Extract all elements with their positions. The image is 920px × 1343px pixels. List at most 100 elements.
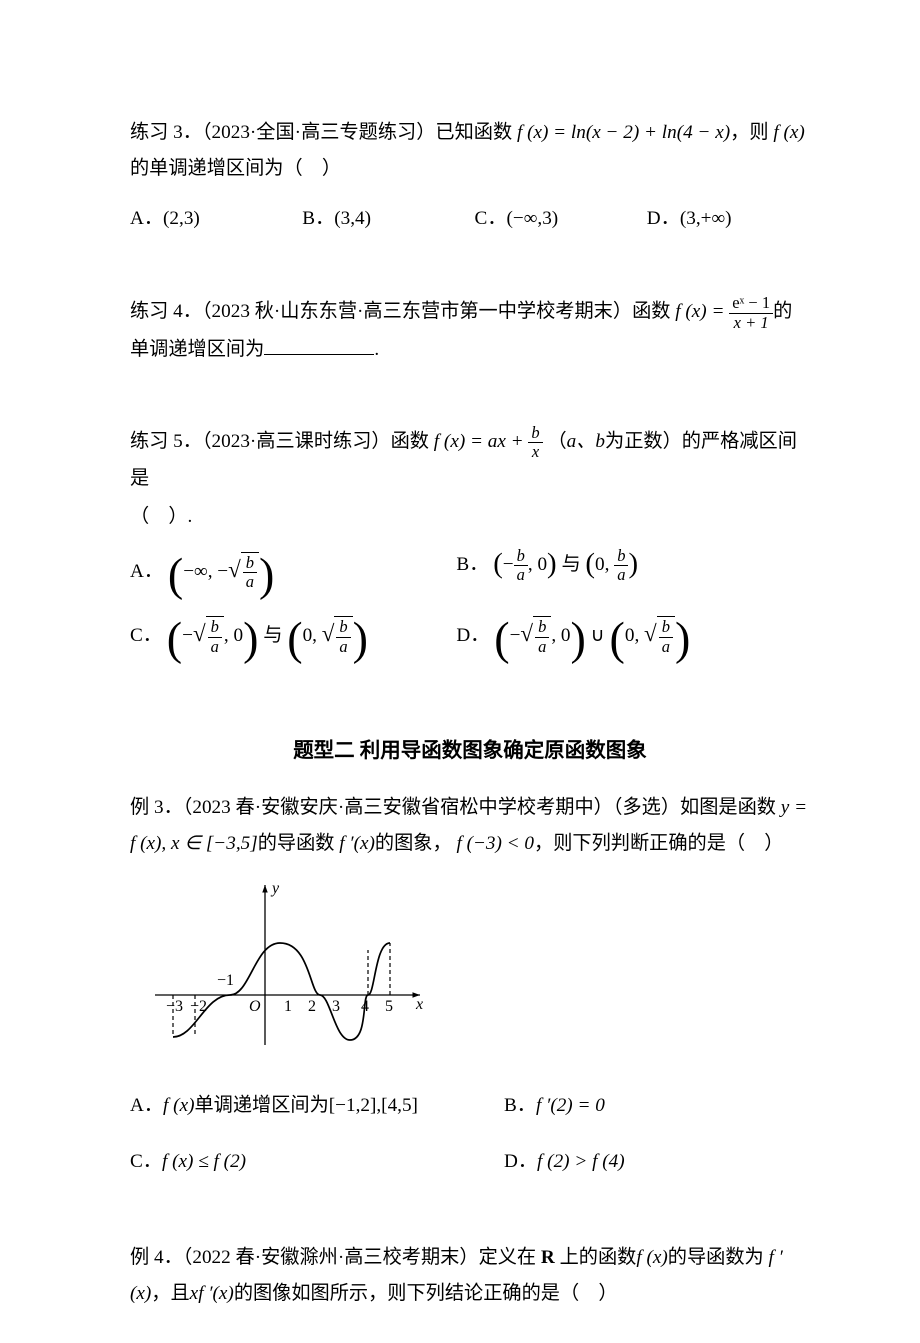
opt-value: − — [182, 625, 193, 646]
math-expr: f ′(x) — [339, 833, 375, 854]
problem-label: 练习 5． — [130, 431, 202, 452]
opt-label: B． — [302, 208, 334, 229]
option-D: D． (−ba, 0) ∪ (0, ba) — [456, 610, 782, 656]
opt-label: C． — [130, 625, 162, 646]
opt-label: A． — [130, 561, 163, 582]
stem-text: 上的函数 — [560, 1247, 637, 1268]
lparen-icon: ( — [167, 613, 182, 664]
opt-value: 0, — [595, 554, 614, 575]
sqrt-expr: ba — [322, 610, 353, 656]
opt-value: (3,4) — [334, 208, 371, 229]
stem-text: 的导函数为 — [668, 1247, 764, 1268]
sqrt-expr: ba — [520, 610, 551, 656]
union-symbol: ∪ — [591, 625, 610, 646]
stem-text: 已知函数 — [435, 122, 512, 143]
stem-text: . — [374, 339, 379, 360]
math-expr: f (x) = — [675, 301, 729, 322]
section-title: 题型二 利用导函数图象确定原函数图象 — [130, 731, 810, 772]
options-grid: A． (−∞, −ba) B． (−ba, 0) 与 (0, ba) C． (−… — [130, 546, 810, 674]
fraction: ba — [514, 547, 528, 584]
frac-num: eˣ − 1 — [729, 294, 773, 313]
lparen-icon: ( — [585, 548, 595, 580]
math-expr: f (x) — [773, 122, 804, 143]
stem-text: （ — [547, 431, 566, 452]
lparen-icon: ( — [494, 613, 509, 664]
option-A: A．(2,3) — [130, 200, 293, 238]
problem-label: 练习 4． — [130, 301, 202, 322]
option-C: C．(−∞,3) — [475, 200, 638, 238]
lparen-icon: ( — [610, 613, 625, 664]
conj-text: 与 — [561, 554, 580, 575]
opt-value: (−∞,3) — [507, 208, 559, 229]
option-A: A．f (x)单调递增区间为[−1,2],[4,5] — [130, 1087, 504, 1125]
lparen-icon: ( — [493, 548, 503, 580]
opt-value: , 0 — [224, 625, 243, 646]
example-3: 例 3．（2023 春·安徽安庆·高三安徽省宿松中学校考期中）（多选）如图是函数… — [130, 790, 810, 1200]
opt-label: A． — [130, 1095, 163, 1116]
sqrt-expr: ba — [644, 610, 675, 656]
rparen-icon: ) — [547, 548, 557, 580]
stem-text: 的导函数 — [258, 833, 335, 854]
svg-text:1: 1 — [284, 998, 292, 1015]
options-grid: A．f (x)单调递增区间为[−1,2],[4,5] B．f ′(2) = 0 … — [130, 1087, 810, 1200]
opt-label: D． — [456, 625, 489, 646]
option-C: C． (−ba, 0) 与 (0, ba) — [130, 610, 456, 656]
problem-3: 练习 3．（2023·全国·高三专题练习）已知函数 f (x) = ln(x −… — [130, 115, 810, 238]
opt-value: f ′(2) = 0 — [536, 1095, 605, 1116]
problem-source: （2022 春·安徽滁州·高三校考期末） — [183, 1247, 479, 1268]
stem-text: ，则下列判断正确的是（ ） — [534, 833, 783, 854]
problem-source: （2023 秋·山东东营·高三东营市第一中学校考期末） — [202, 301, 632, 322]
opt-label: D． — [647, 208, 680, 229]
stem-text: ，则 — [730, 122, 768, 143]
option-C: C．f (x) ≤ f (2) — [130, 1143, 504, 1181]
frac-den: x + 1 — [729, 314, 773, 332]
rparen-icon: ) — [353, 613, 368, 664]
stem-text: ，且 — [151, 1283, 189, 1304]
fill-blank — [264, 354, 374, 355]
option-D: D．f (2) > f (4) — [504, 1143, 810, 1181]
option-B: B． (−ba, 0) 与 (0, ba) — [456, 546, 782, 592]
svg-text:−3: −3 — [166, 998, 183, 1015]
opt-label: C． — [475, 208, 507, 229]
derivative-graph: yxO−3−2−112345 — [150, 875, 810, 1069]
lparen-icon: ( — [168, 549, 183, 600]
svg-text:−1: −1 — [217, 972, 234, 989]
option-A: A． (−∞, −ba) — [130, 546, 456, 592]
option-D: D．(3,+∞) — [647, 200, 810, 238]
opt-value: f (x) ≤ f (2) — [162, 1151, 246, 1172]
stem-text: 如图是函数 — [680, 797, 776, 818]
stem-text: （ ）. — [130, 498, 810, 536]
opt-label: B． — [504, 1095, 536, 1116]
rparen-icon: ) — [259, 549, 274, 600]
opt-label: A． — [130, 208, 163, 229]
stem-text: 定义在 — [479, 1247, 537, 1268]
math-expr: a、b — [567, 431, 605, 452]
fraction: ba — [614, 547, 628, 584]
problem-4: 练习 4．（2023 秋·山东东营·高三东营市第一中学校考期末）函数 f (x)… — [130, 294, 810, 368]
problem-source: （2023·高三课时练习） — [202, 431, 391, 452]
svg-text:2: 2 — [308, 998, 316, 1015]
problem-source: （2023 春·安徽安庆·高三安徽省宿松中学校考期中）（多选） — [183, 797, 680, 818]
stem-text: 的图象， — [375, 833, 452, 854]
problem-source: （2023·全国·高三专题练习） — [202, 122, 435, 143]
svg-text:3: 3 — [332, 998, 340, 1015]
opt-value: , 0 — [528, 554, 547, 575]
rparen-icon: ) — [571, 613, 586, 664]
opt-value: − — [503, 554, 514, 575]
math-expr: f (x) = ax + — [434, 431, 524, 452]
option-B: B．f ′(2) = 0 — [504, 1087, 810, 1125]
stem-text: 函数 — [391, 431, 429, 452]
frac-num: b — [528, 424, 542, 443]
graph-svg: yxO−3−2−112345 — [150, 875, 430, 1055]
options-row: A．(2,3) B．(3,4) C．(−∞,3) D．(3,+∞) — [130, 200, 810, 238]
opt-value: 0, — [303, 625, 322, 646]
sqrt-expr: ba — [228, 546, 259, 592]
svg-text:y: y — [270, 880, 280, 897]
opt-value: 单调递增区间为 — [194, 1095, 328, 1116]
option-B: B．(3,4) — [302, 200, 465, 238]
opt-value: , 0 — [551, 625, 570, 646]
lparen-icon: ( — [287, 613, 302, 664]
problem-5-stem: 练习 5．（2023·高三课时练习）函数 f (x) = ax + bx （a、… — [130, 424, 810, 498]
opt-value: [−1,2],[4,5] — [329, 1095, 418, 1116]
math-expr: R — [536, 1247, 559, 1268]
